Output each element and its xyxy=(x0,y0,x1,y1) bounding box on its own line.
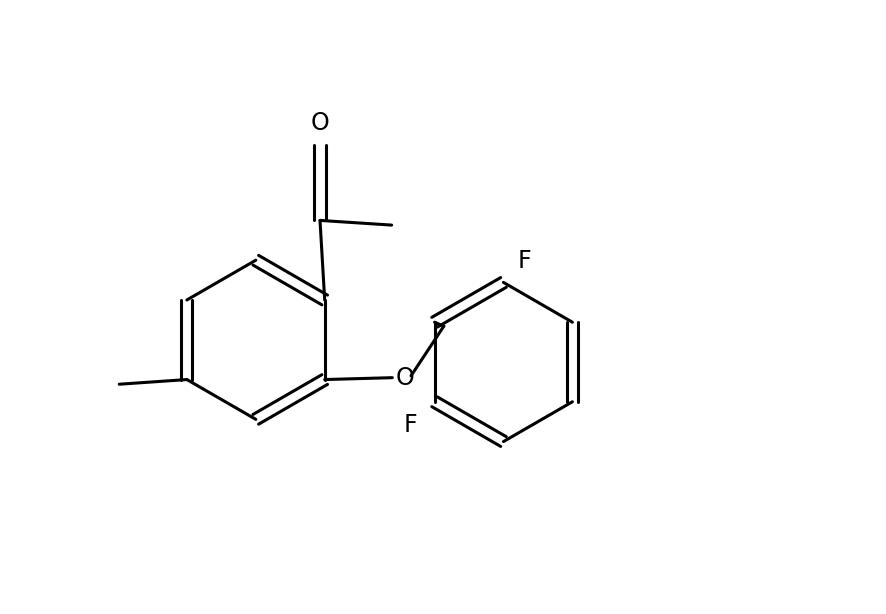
Text: O: O xyxy=(311,112,330,136)
Text: F: F xyxy=(517,249,531,273)
Text: O: O xyxy=(396,366,415,390)
Text: F: F xyxy=(404,413,417,437)
